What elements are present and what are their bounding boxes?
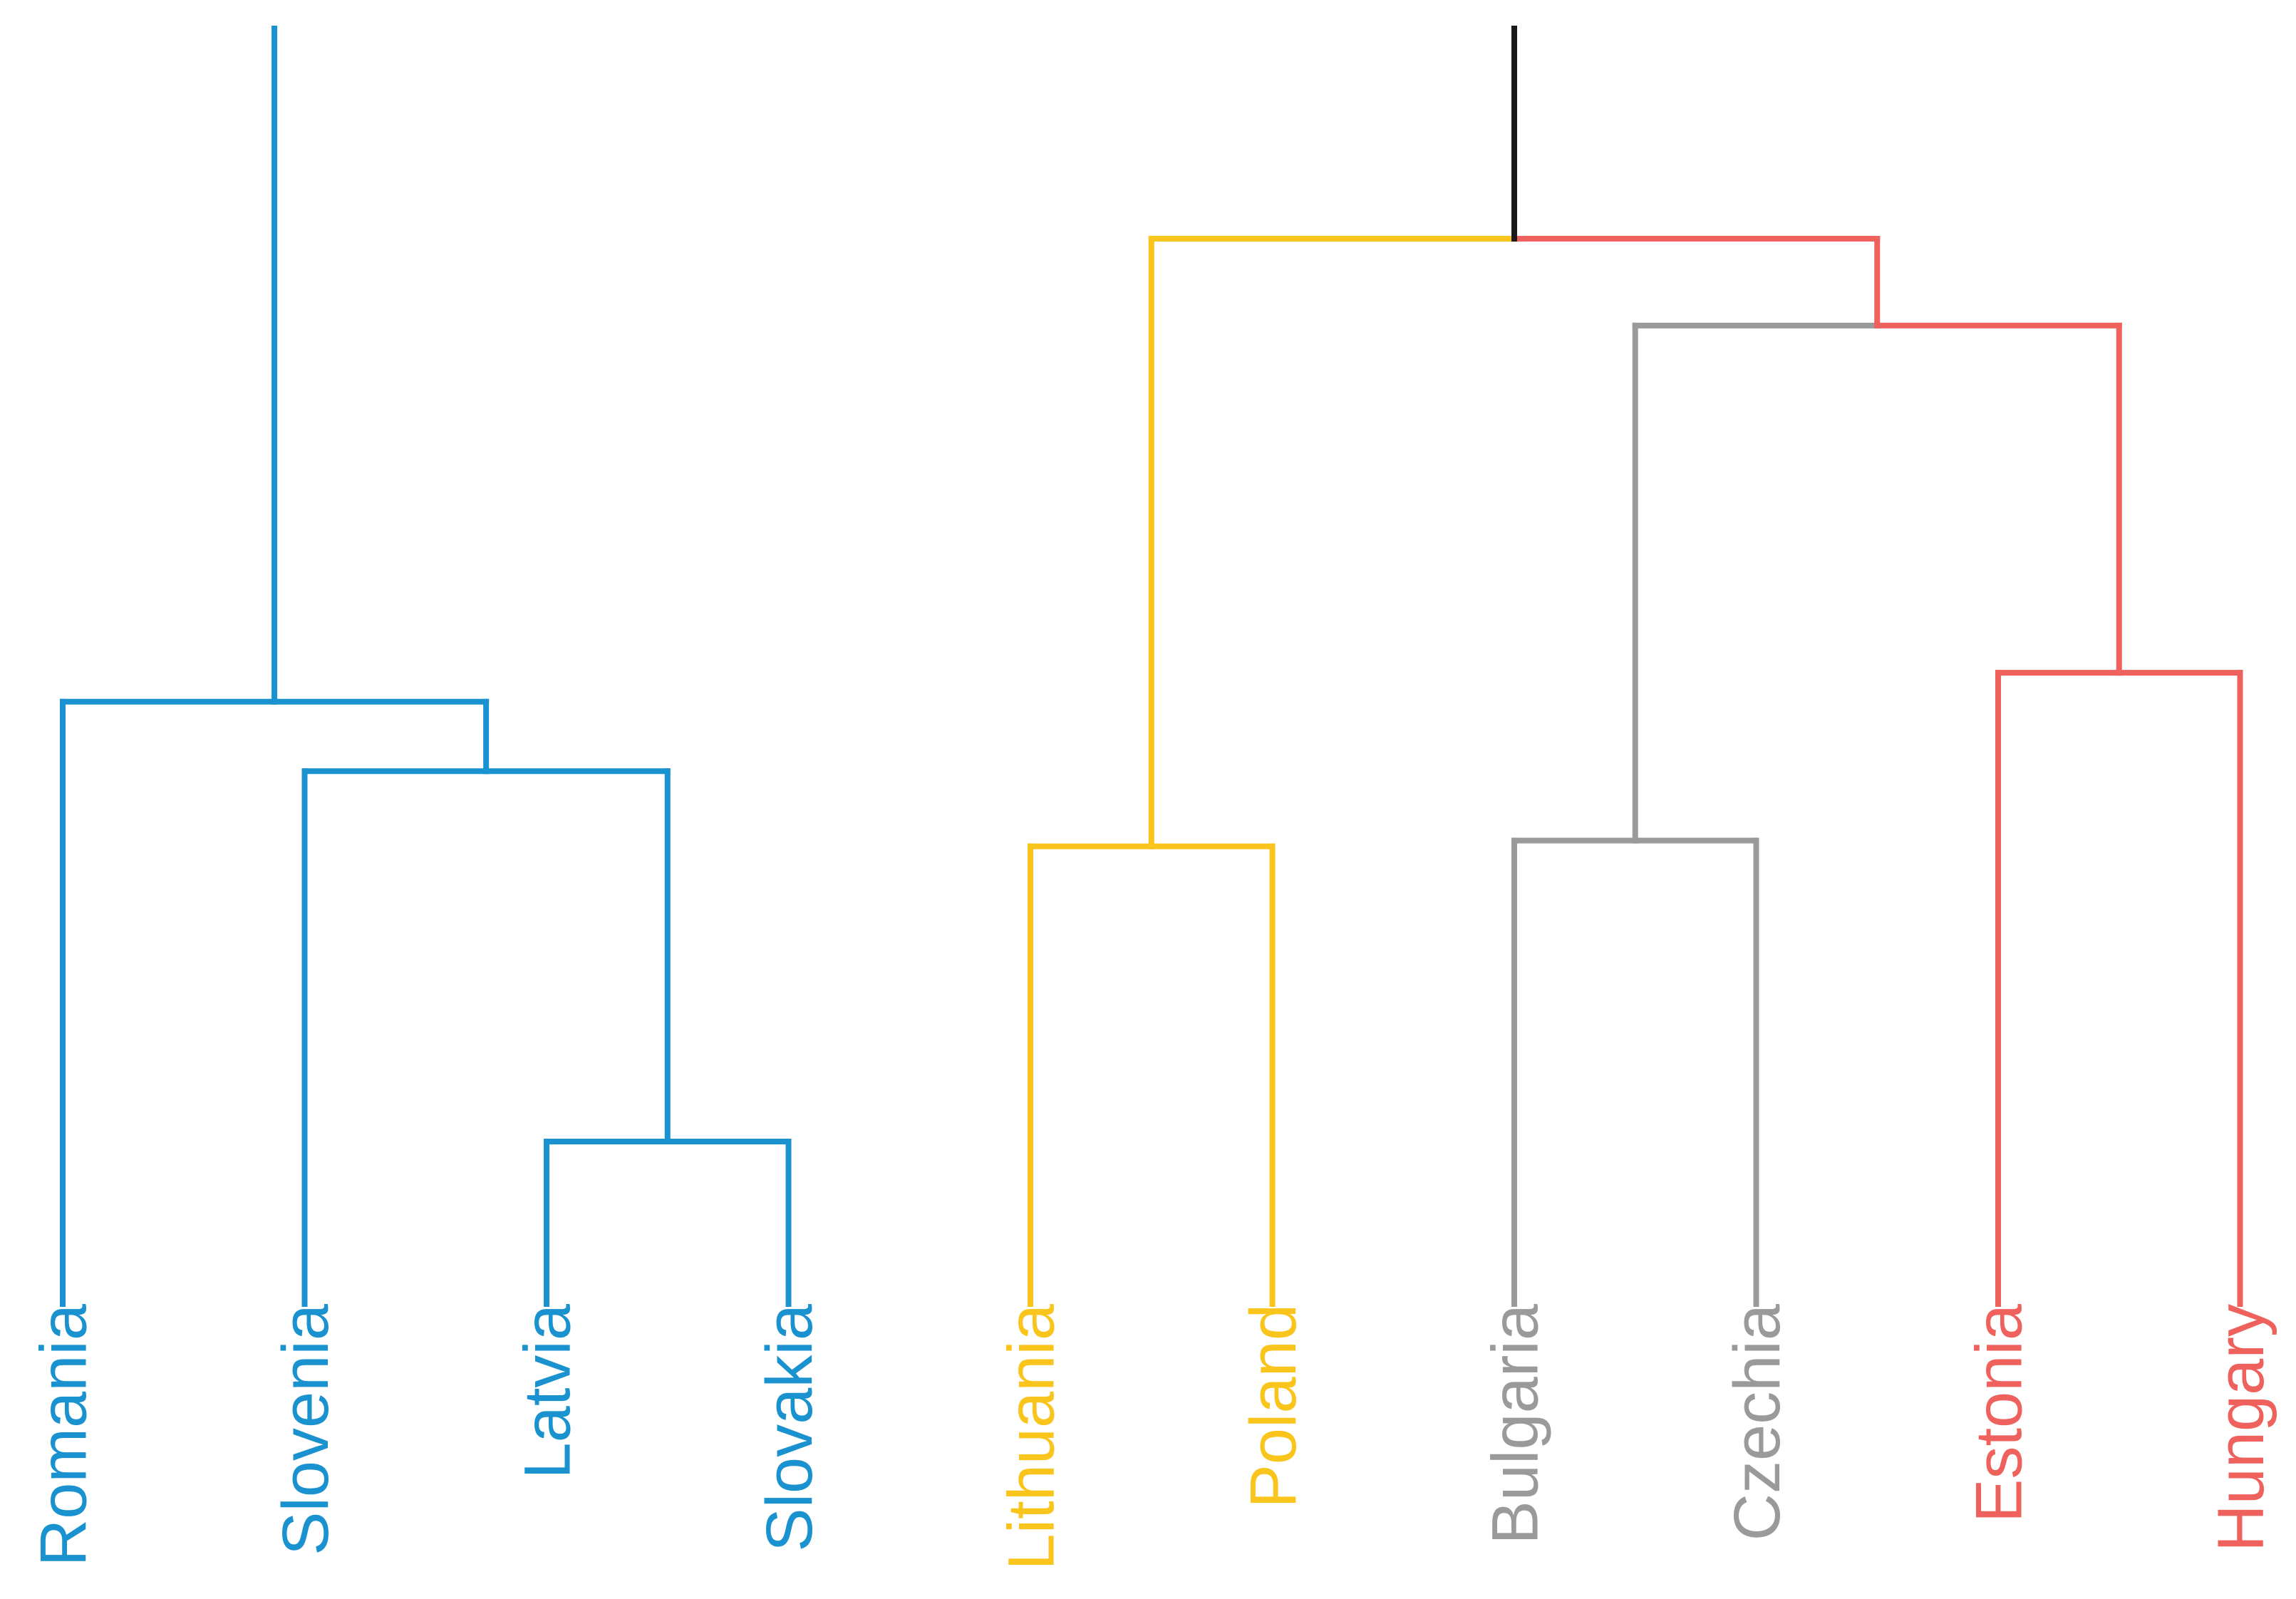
leaf-label-bulgaria: Bulgaria bbox=[1479, 1303, 1551, 1544]
leaf-label-lithuania: Lithuania bbox=[995, 1303, 1067, 1570]
leaf-label-slovakia: Slovakia bbox=[753, 1303, 826, 1552]
leaf-label-slovenia: Slovenia bbox=[269, 1303, 342, 1556]
leaf-label-poland: Poland bbox=[1237, 1304, 1310, 1508]
dendrogram-leaf-labels: Romania Slovenia Latvia Slovakia Lithuania Po… bbox=[27, 1303, 2277, 1570]
leaf-label-estonia: Estonia bbox=[1963, 1303, 2035, 1523]
dendrogram-branches bbox=[60, 26, 2243, 1307]
leaf-label-hungary: Hungary bbox=[2205, 1304, 2277, 1552]
leaf-label-romania: Romania bbox=[27, 1303, 100, 1566]
leaf-label-czechia: Czechia bbox=[1721, 1303, 1794, 1541]
leaf-label-latvia: Latvia bbox=[511, 1303, 584, 1479]
